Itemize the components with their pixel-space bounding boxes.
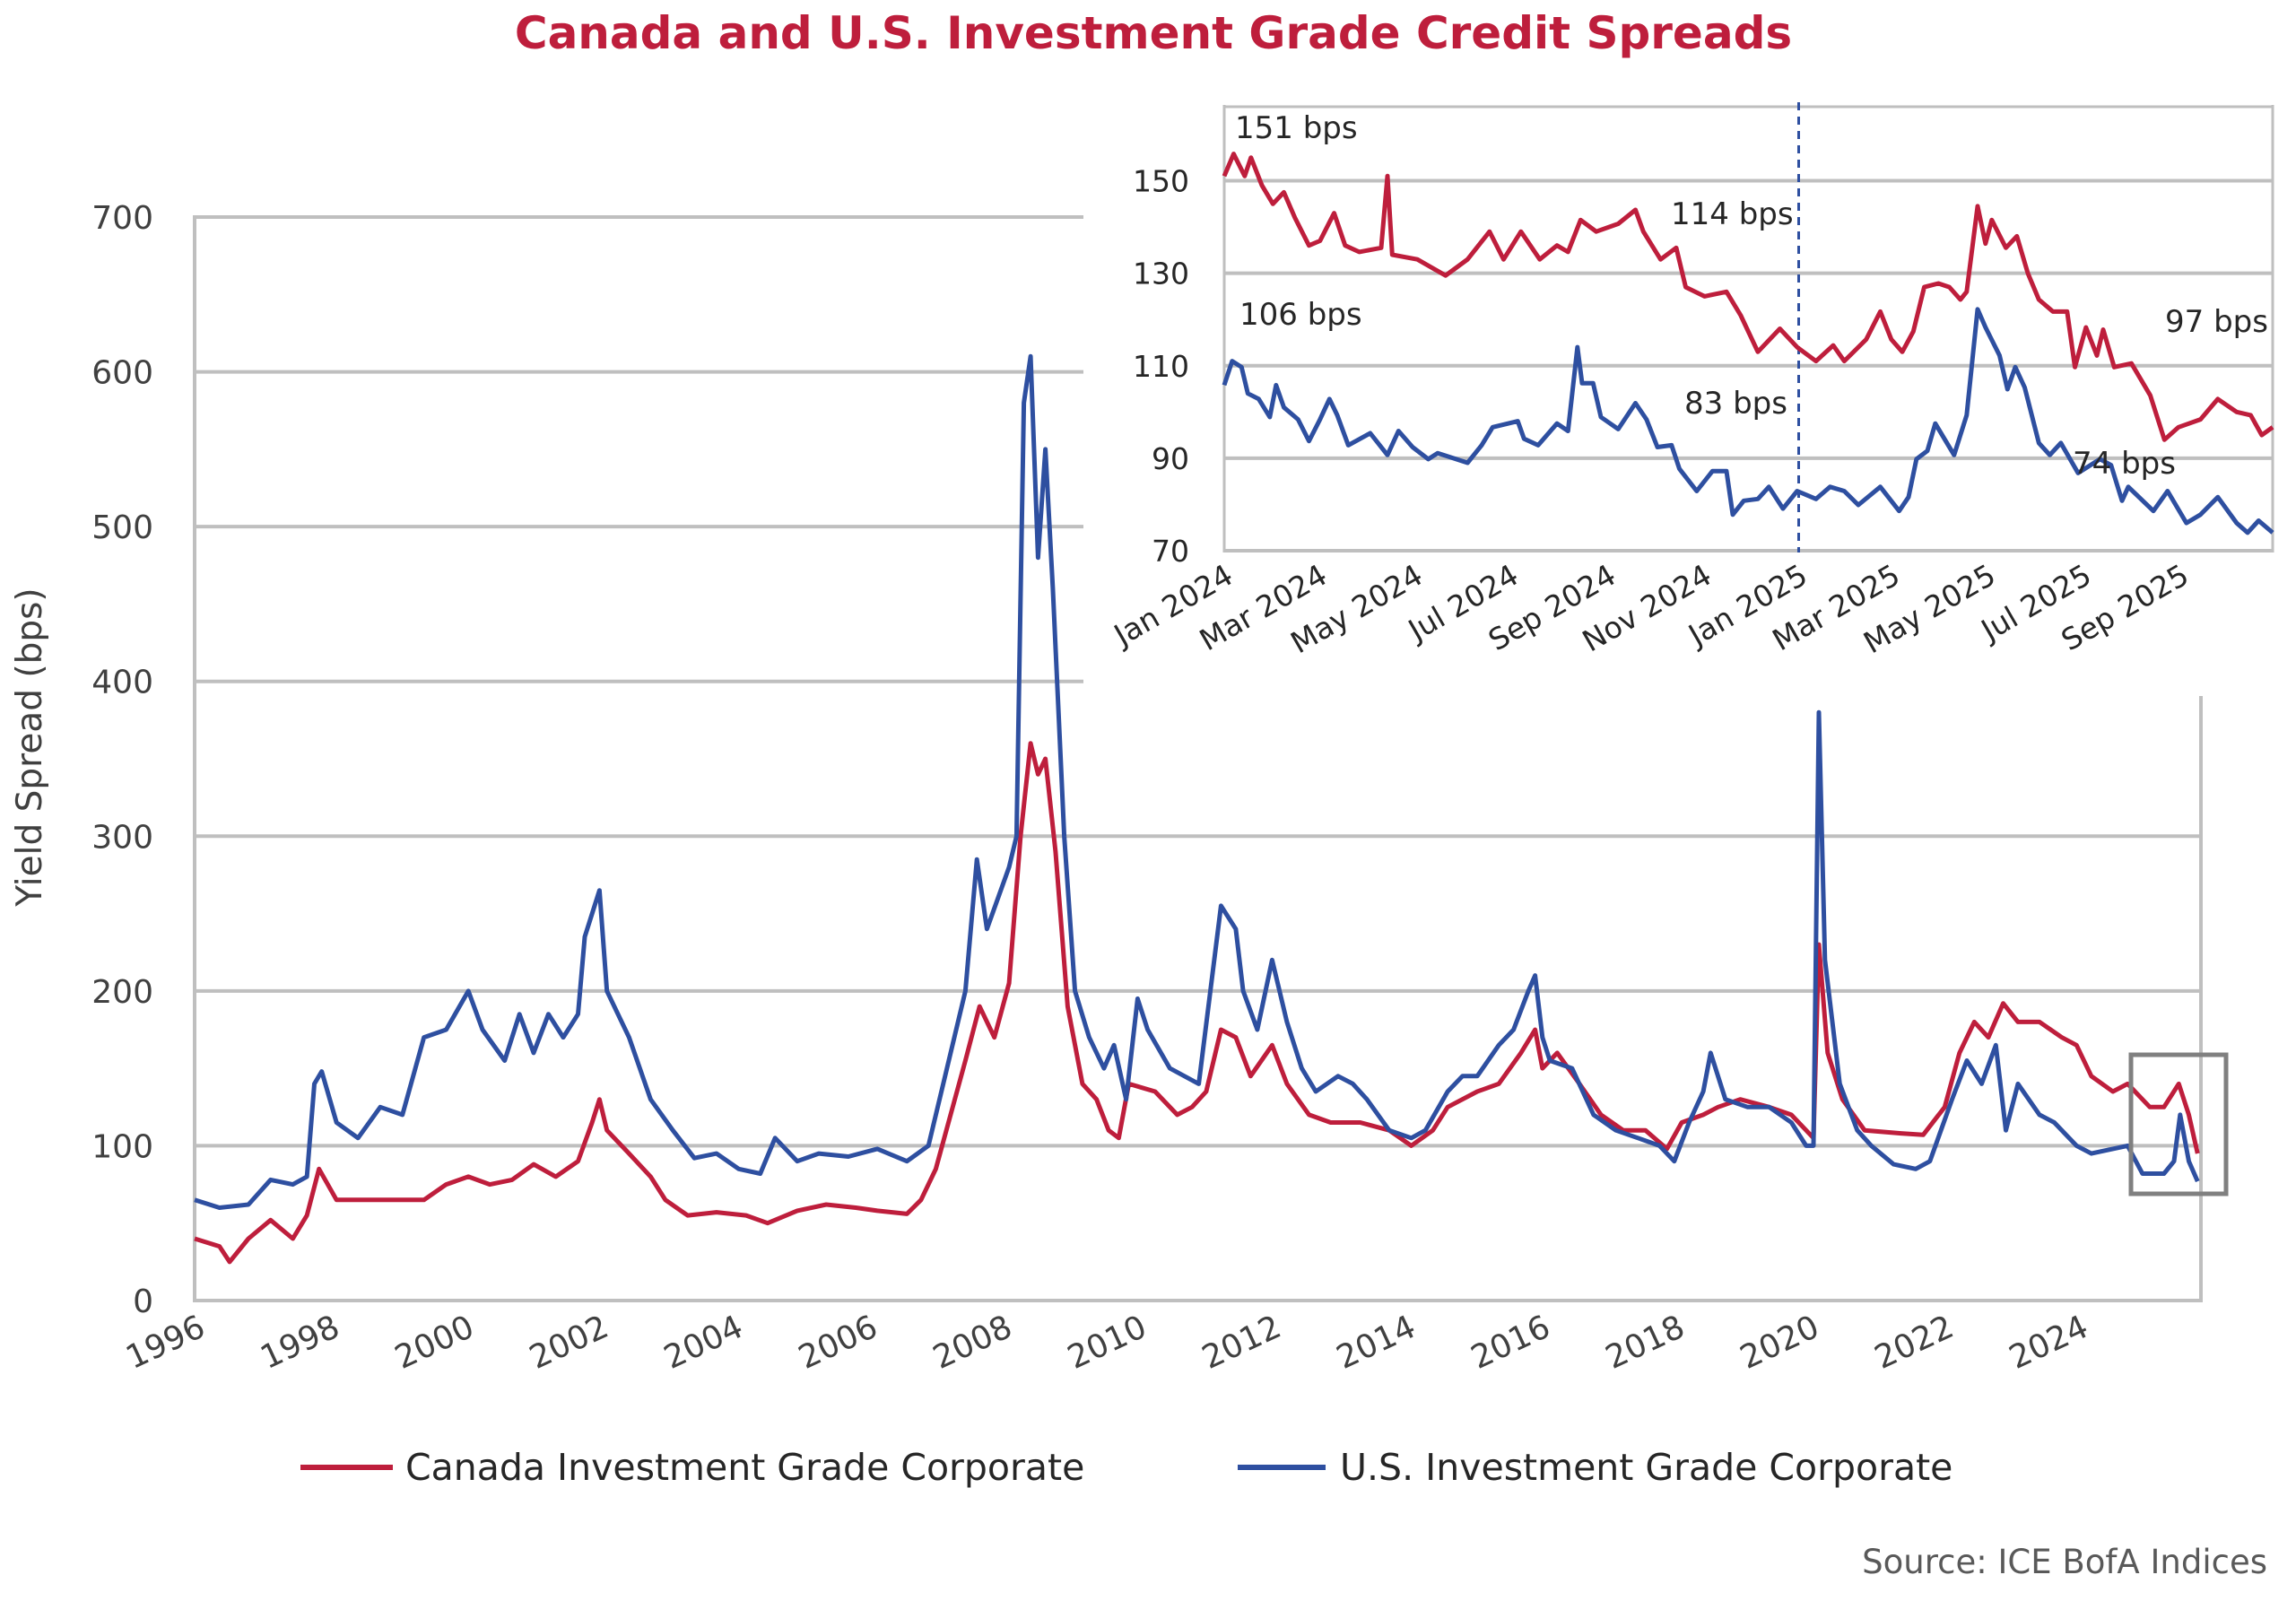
annotation-us-jan2025: 83 bps bbox=[1684, 386, 1787, 422]
main-x-tick-2014: 2014 bbox=[1331, 1309, 1421, 1377]
legend-label-us: U.S. Investment Grade Corporate bbox=[1340, 1446, 1952, 1489]
inset-y-tick-110: 110 bbox=[1133, 349, 1189, 384]
chart-title: Canada and U.S. Investment Grade Credit … bbox=[515, 7, 1792, 59]
main-y-tick-labels: 0 100 200 300 400 500 600 700 bbox=[91, 200, 153, 1320]
legend-label-canada: Canada Investment Grade Corporate bbox=[405, 1446, 1084, 1489]
y-axis-title: Yield Spread (bps) bbox=[10, 587, 50, 907]
main-x-tick-1998: 1998 bbox=[255, 1309, 344, 1377]
highlight-box bbox=[2128, 1052, 2229, 1196]
annotation-us-start: 106 bps bbox=[1239, 297, 1362, 333]
main-x-tick-2018: 2018 bbox=[1600, 1309, 1690, 1377]
inset-y-tick-90: 90 bbox=[1152, 441, 1189, 476]
inset-background bbox=[1083, 88, 2296, 696]
inset-us-series-line bbox=[1222, 307, 2274, 535]
main-y-tick-300: 300 bbox=[91, 819, 153, 856]
main-y-tick-500: 500 bbox=[91, 509, 153, 546]
annotation-canada-jan2025: 114 bps bbox=[1671, 196, 1794, 232]
inset-series bbox=[1222, 152, 2274, 535]
us-series-line bbox=[194, 353, 2200, 1210]
inset-y-tick-150: 150 bbox=[1133, 164, 1189, 199]
main-y-tick-100: 100 bbox=[91, 1128, 153, 1165]
inset-y-tick-labels: 70 90 110 130 150 bbox=[1133, 164, 1189, 570]
main-x-tick-labels: 1996 1998 2000 2002 2004 2006 2008 2010 2012 2014… bbox=[120, 1309, 2093, 1377]
main-x-tick-2010: 2010 bbox=[1062, 1309, 1152, 1377]
inset-canada-series-line bbox=[1222, 152, 2274, 442]
main-y-tick-600: 600 bbox=[91, 355, 153, 392]
inset-gridlines bbox=[1224, 105, 2273, 553]
main-x-tick-2008: 2008 bbox=[927, 1309, 1017, 1377]
main-y-tick-400: 400 bbox=[91, 665, 153, 701]
annotation-canada-end: 97 bps bbox=[2165, 304, 2268, 340]
main-x-tick-2024: 2024 bbox=[2004, 1309, 2093, 1377]
legend: Canada Investment Grade Corporate U.S. I… bbox=[300, 1446, 1952, 1489]
main-x-tick-2006: 2006 bbox=[793, 1309, 883, 1377]
main-x-tick-2022: 2022 bbox=[1869, 1309, 1959, 1377]
inset-y-tick-130: 130 bbox=[1133, 257, 1189, 291]
annotation-canada-start: 151 bps bbox=[1235, 110, 1358, 146]
canada-series-line bbox=[194, 741, 2200, 1265]
main-x-tick-2020: 2020 bbox=[1735, 1309, 1824, 1377]
main-x-tick-2012: 2012 bbox=[1196, 1309, 1286, 1377]
inset-y-tick-70: 70 bbox=[1152, 534, 1189, 569]
annotation-us-end: 74 bps bbox=[2073, 446, 2176, 482]
main-y-tick-700: 700 bbox=[91, 200, 153, 237]
source-note: Source: ICE BofA Indices bbox=[1862, 1543, 2267, 1581]
main-x-tick-2002: 2002 bbox=[524, 1309, 613, 1377]
main-x-tick-2000: 2000 bbox=[389, 1309, 479, 1377]
main-y-tick-200: 200 bbox=[91, 974, 153, 1011]
main-x-tick-2004: 2004 bbox=[658, 1309, 748, 1377]
main-y-tick-0: 0 bbox=[133, 1283, 153, 1320]
main-x-tick-2016: 2016 bbox=[1465, 1309, 1555, 1377]
main-series bbox=[194, 353, 2200, 1265]
